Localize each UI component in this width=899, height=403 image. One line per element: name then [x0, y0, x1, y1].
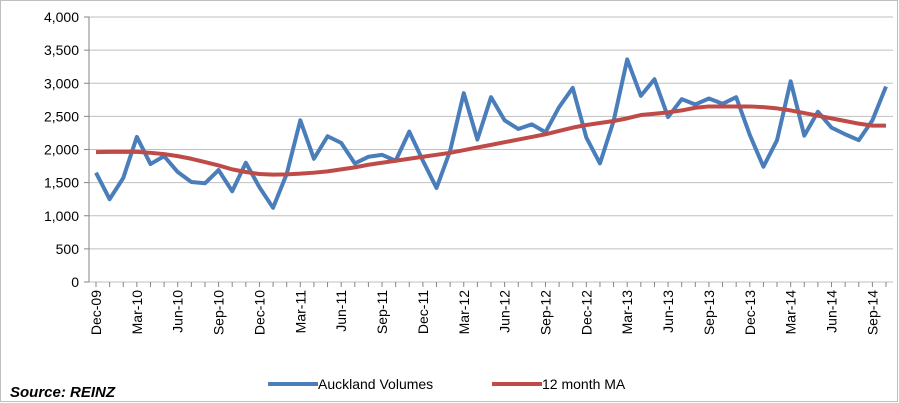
- y-tick-label: 1,000: [44, 208, 79, 224]
- y-tick-label: 1,500: [44, 175, 79, 191]
- series-line: [94, 57, 888, 210]
- x-tick-label: Dec-09: [88, 290, 104, 335]
- y-tick-label: 4,000: [44, 9, 79, 25]
- x-tick-label: Jun-11: [333, 290, 349, 332]
- y-tick-label: 0: [71, 274, 79, 290]
- source-note: Source: REINZ: [10, 384, 116, 401]
- y-tick-label: 3,000: [44, 75, 79, 91]
- x-tick-label: Mar-10: [129, 290, 145, 335]
- x-tick-label: Dec-11: [415, 290, 431, 334]
- x-tick-label: Jun-14: [824, 290, 840, 333]
- x-tick-label: Sep-14: [864, 290, 880, 335]
- legend-label: Auckland Volumes: [318, 376, 433, 392]
- x-tick-label: Dec-13: [742, 290, 758, 335]
- x-tick-label: Sep-13: [701, 290, 717, 335]
- x-tick-label: Mar-13: [619, 290, 635, 335]
- y-tick-label: 3,500: [44, 42, 79, 58]
- x-tick-label: Dec-10: [251, 290, 267, 335]
- x-tick-label: Sep-12: [537, 290, 553, 335]
- x-tick-label: Dec-12: [578, 290, 594, 335]
- y-tick-label: 2,000: [44, 142, 79, 158]
- x-tick-label: Mar-12: [456, 290, 472, 335]
- x-tick-label: Sep-11: [374, 290, 390, 334]
- legend-label: 12 month MA: [542, 376, 626, 392]
- x-tick-label: Jun-12: [497, 290, 513, 333]
- x-tick-label: Sep-10: [211, 290, 227, 335]
- series-line: [95, 104, 886, 177]
- y-tick-label: 2,500: [44, 108, 79, 124]
- x-tick-label: Jun-13: [660, 290, 676, 333]
- x-tick-label: Jun-10: [170, 290, 186, 333]
- x-tick-label: Mar-14: [783, 290, 799, 335]
- x-tick-label: Mar-11: [292, 290, 308, 334]
- y-tick-label: 500: [56, 241, 80, 257]
